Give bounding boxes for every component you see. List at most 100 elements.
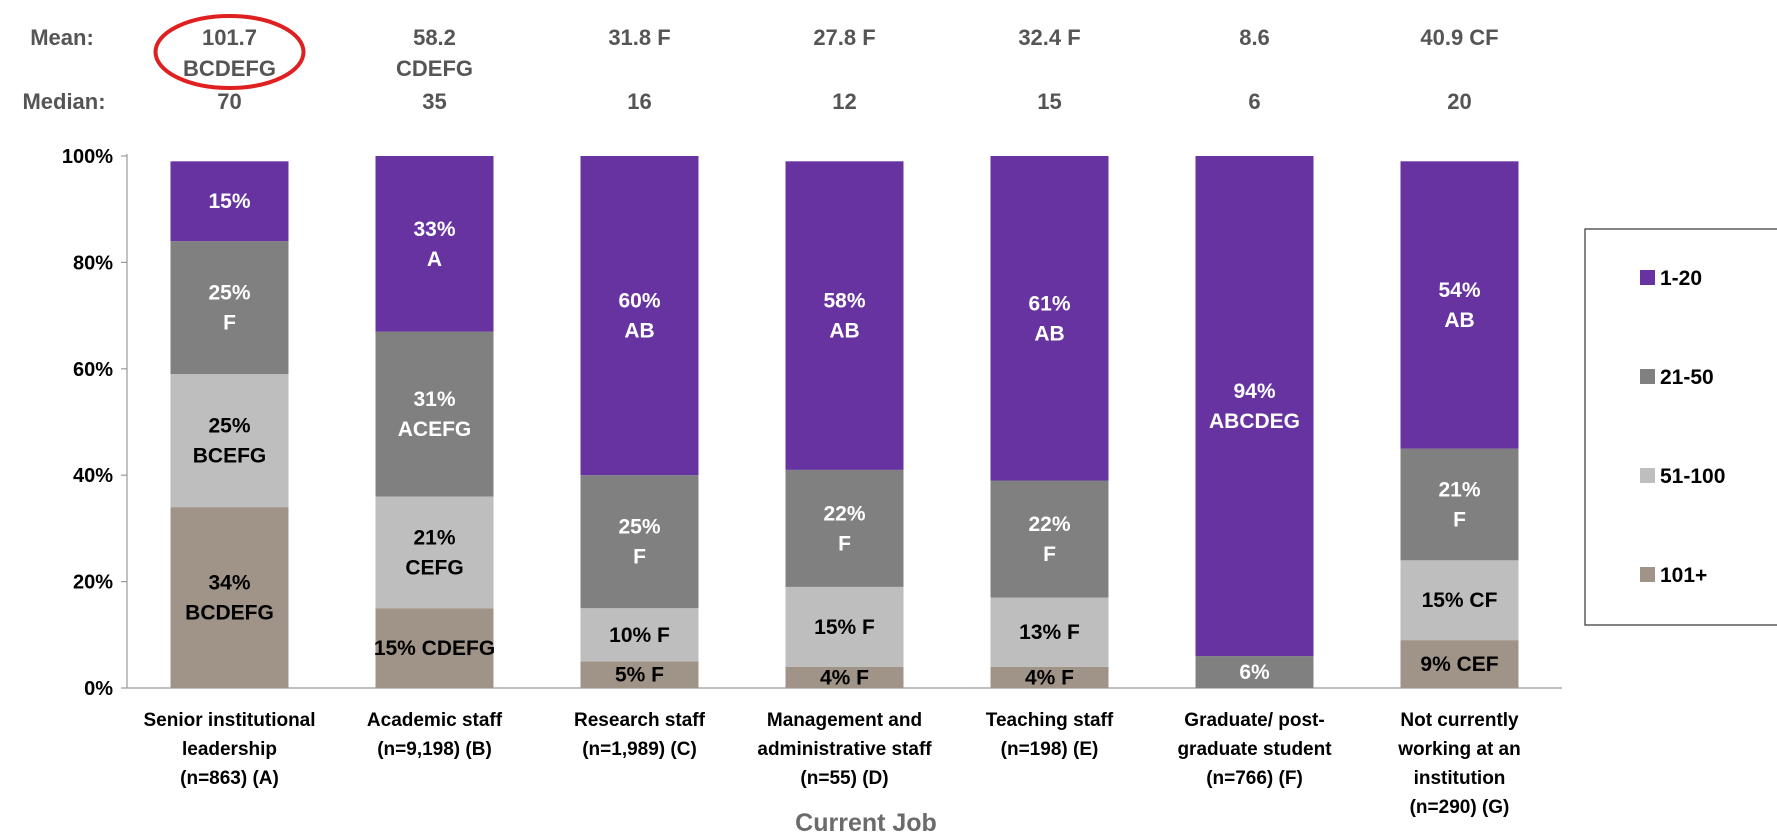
category-label: (n=290) (G): [1410, 797, 1510, 818]
legend-label: 51-100: [1660, 465, 1725, 488]
legend-swatch: [1640, 567, 1655, 582]
bar-segment-21-50: [785, 469, 904, 587]
bar-data-label: 58%: [823, 290, 865, 313]
bar-data-label: 10% F: [609, 624, 670, 647]
bar-data-label: AB: [1444, 309, 1474, 332]
bar-labels: 34% BCDEFG 25% BCEFG 25% F 15% 15% CDEFG 21% CEFG…: [185, 190, 1499, 689]
mean-value: 8.6: [1239, 25, 1270, 50]
bar-data-label: 15%: [208, 190, 250, 213]
bar-data-label: F: [838, 532, 851, 555]
axes: 0% 20% 40% 60% 80% 100%: [62, 146, 1562, 700]
bar-segment-51-100: [990, 597, 1109, 667]
category-label: leadership: [182, 739, 277, 760]
bar-data-label: 31%: [413, 388, 455, 411]
category-labels: Senior institutional leadership (n=863) (A…: [143, 710, 1520, 818]
bar-data-label: 13% F: [1019, 621, 1080, 644]
category-label: Not currently: [1400, 710, 1519, 731]
median-value: 20: [1447, 89, 1471, 114]
bar-data-label: 33%: [413, 218, 455, 241]
legend-box: [1584, 228, 1777, 626]
bar-data-label: F: [1043, 543, 1056, 566]
legend-label: 101+: [1660, 564, 1707, 587]
category-label: graduate student: [1177, 739, 1332, 760]
y-tick-label: 0%: [84, 678, 113, 700]
legend-swatch: [1640, 270, 1655, 285]
bar-segment-51-100: [1400, 560, 1519, 641]
bar-data-label: CEFG: [405, 556, 463, 579]
median-value: 16: [627, 89, 651, 114]
category-label: (n=55) (D): [800, 768, 888, 789]
bar-segment-21-50: [1400, 448, 1519, 561]
median-value: 12: [832, 89, 856, 114]
bar-data-label: AB: [1034, 322, 1064, 345]
bar-segment-21-50: [990, 480, 1109, 598]
mean-significance: CDEFG: [396, 56, 473, 81]
bar-data-label: 25%: [208, 415, 250, 438]
bar-segment-51-100: [785, 586, 904, 667]
bar-data-label: BCDEFG: [185, 602, 274, 625]
category-label: (n=766) (F): [1206, 768, 1303, 789]
bar-data-label: 6%: [1239, 661, 1270, 684]
mean-significance: BCDEFG: [183, 56, 276, 81]
category-label: (n=198) (E): [1001, 739, 1099, 760]
legend-label: 1-20: [1660, 267, 1702, 290]
category-label: administrative staff: [757, 739, 932, 760]
bar-data-label: 61%: [1028, 292, 1070, 315]
bar-data-label: 21%: [413, 526, 455, 549]
bar-data-label: 15% CDEFG: [374, 637, 495, 660]
median-value: 15: [1037, 89, 1061, 114]
bar-segment-51-100: [580, 608, 699, 662]
bar-segment-51-100: [170, 374, 289, 508]
bar-data-label: 21%: [1438, 478, 1480, 501]
bar-segment-21-50: [170, 241, 289, 375]
y-tick-label: 100%: [62, 146, 113, 168]
category-label: Teaching staff: [986, 710, 1114, 731]
bar-data-label: 25%: [618, 516, 660, 539]
category-label: Management and: [767, 710, 922, 731]
mean-value: 58.2: [413, 25, 456, 50]
bar-segment-1-20: [580, 156, 699, 476]
category-label: Senior institutional: [143, 710, 315, 731]
bar-segment-1-20: [170, 161, 289, 242]
category-label: working at an: [1397, 739, 1520, 760]
y-tick-label: 20%: [73, 572, 113, 594]
bar-segment-21-50: [580, 475, 699, 609]
legend-swatch: [1640, 369, 1655, 384]
bar-data-label: 54%: [1438, 279, 1480, 302]
bar-data-label: 4% F: [1025, 666, 1074, 689]
bar-data-label: 25%: [208, 282, 250, 305]
bar-data-label: 22%: [1028, 513, 1070, 536]
x-axis-title: Current Job: [795, 809, 937, 837]
bar-segment-51-100: [375, 496, 494, 609]
bar-data-label: AB: [829, 320, 859, 343]
bar-segment-21-50: [1195, 656, 1314, 688]
bar-data-label: ACEFG: [398, 418, 472, 441]
highlight-circle: [153, 14, 306, 90]
bar-segment-101+: [990, 666, 1109, 688]
bar-data-label: F: [1453, 508, 1466, 531]
bar-data-label: 34%: [208, 572, 250, 595]
bar-data-label: 5% F: [615, 664, 664, 687]
bar-segment-101+: [1400, 640, 1519, 688]
stats-header: Mean: Median: 101.7 BCDEFG 70 58.2 CDEFG 35 31…: [22, 14, 1499, 114]
bar-data-label: AB: [624, 320, 654, 343]
legend-swatch: [1640, 468, 1655, 483]
bar-segment-1-20: [1400, 161, 1519, 449]
bar-segment-1-20: [375, 156, 494, 332]
bar-data-label: 15% CF: [1422, 589, 1498, 612]
category-label: (n=1,989) (C): [582, 739, 697, 760]
mean-label: Mean:: [30, 25, 94, 50]
bar-data-label: 15% F: [814, 616, 875, 639]
bar-segment-21-50: [375, 331, 494, 497]
bar-data-label: F: [223, 312, 236, 335]
bar-segment-1-20: [1195, 156, 1314, 657]
mean-value: 32.4 F: [1018, 25, 1080, 50]
mean-value: 31.8 F: [608, 25, 670, 50]
bars: [170, 156, 1519, 688]
bar-segment-101+: [785, 666, 904, 688]
category-label: (n=9,198) (B): [377, 739, 492, 760]
median-value: 35: [422, 89, 446, 114]
category-label: (n=863) (A): [180, 768, 279, 789]
bar-segment-101+: [170, 507, 289, 688]
